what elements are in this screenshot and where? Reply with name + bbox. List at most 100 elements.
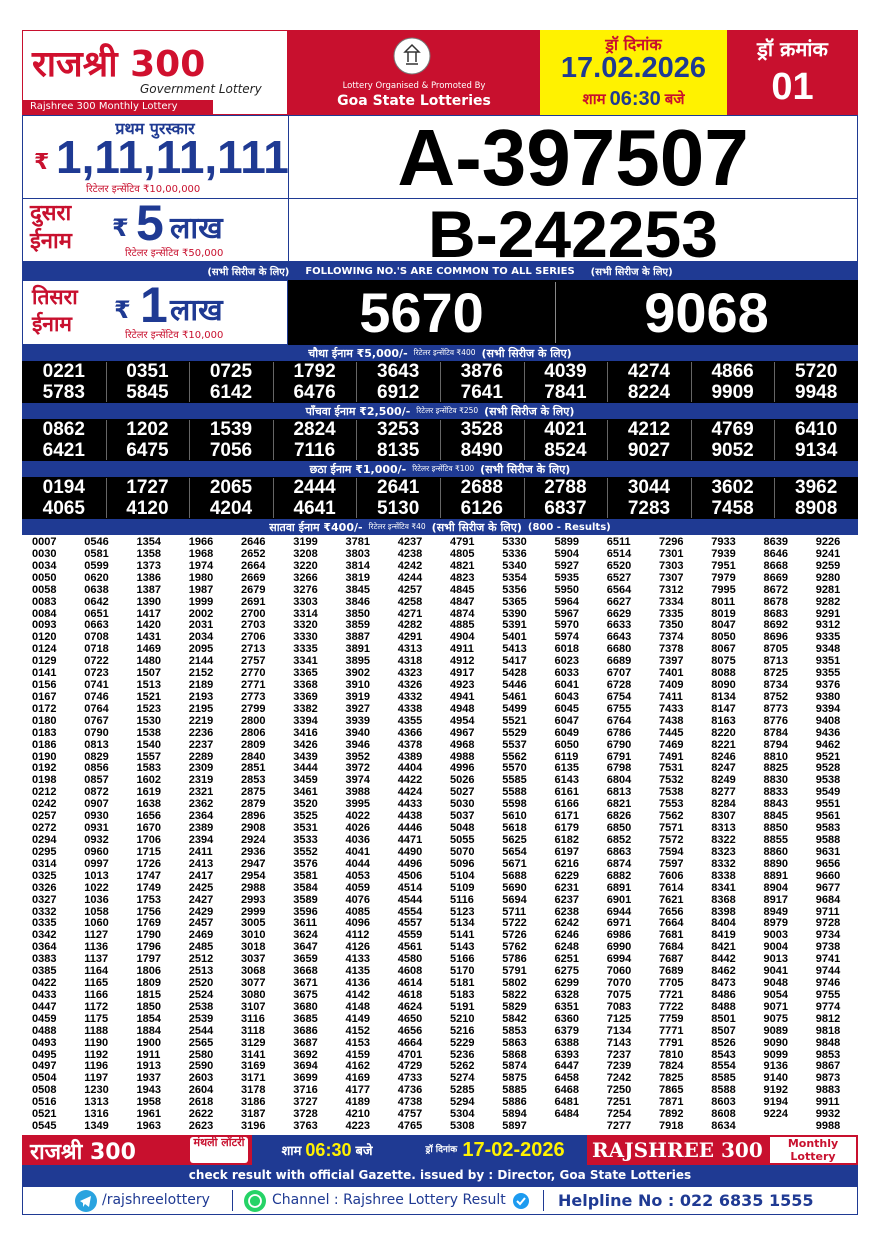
prize-number: 1727 bbox=[126, 477, 169, 498]
seventh-number: 5625 bbox=[502, 834, 527, 846]
prize-number: 6837 bbox=[544, 498, 587, 519]
seventh-number: 0907 bbox=[84, 798, 109, 811]
prize-number: 6126 bbox=[460, 498, 503, 519]
seventh-number: 6135 bbox=[554, 762, 579, 775]
seventh-number: 9734 bbox=[815, 929, 841, 942]
seventh-number: 7681 bbox=[659, 929, 684, 942]
seventh-number: 3368 bbox=[293, 679, 318, 692]
seventh-number: 7824 bbox=[659, 1060, 684, 1073]
seventh-number: 4845 bbox=[450, 583, 475, 596]
seventh-number: 6481 bbox=[554, 1096, 579, 1109]
seventh-number: 6179 bbox=[554, 822, 579, 835]
seventh-number: 8421 bbox=[711, 941, 736, 954]
seventh-number: 3394 bbox=[293, 714, 318, 727]
seventh-number: 4948 bbox=[450, 702, 475, 715]
seventh-number: 0504 bbox=[32, 1072, 57, 1085]
prize-number: 0194 bbox=[42, 477, 85, 498]
seventh-number: 6514 bbox=[606, 547, 632, 560]
seventh-number: 3533 bbox=[293, 834, 318, 846]
seventh-number: 3716 bbox=[293, 1084, 318, 1097]
second-amount: 5 bbox=[136, 195, 164, 251]
seventh-number: 3320 bbox=[293, 619, 318, 632]
seventh-number: 5885 bbox=[502, 1084, 527, 1097]
seventh-number: 0093 bbox=[32, 619, 57, 632]
first-amount: 1,11,11,111 bbox=[56, 131, 289, 183]
seventh-number: 8639 bbox=[763, 536, 788, 548]
seventh-number: 8773 bbox=[763, 702, 788, 715]
seventh-number: 2512 bbox=[188, 953, 214, 966]
seventh-number: 6564 bbox=[606, 583, 632, 596]
seventh-number: 6944 bbox=[606, 905, 632, 918]
seventh-number: 8543 bbox=[711, 1048, 736, 1061]
seventh-number: 5671 bbox=[502, 857, 527, 870]
seventh-number: 8843 bbox=[763, 798, 788, 811]
prize-number: 6142 bbox=[209, 382, 253, 403]
prize-number: 1792 bbox=[293, 361, 336, 382]
seventh-number: 5391 bbox=[502, 619, 527, 632]
seventh-number: 0192 bbox=[32, 762, 57, 775]
seventh-number: 5588 bbox=[502, 786, 527, 799]
seventh-number: 0508 bbox=[32, 1084, 57, 1097]
seventh-number: 8891 bbox=[763, 869, 788, 882]
prize-number: 2641 bbox=[377, 477, 420, 498]
seventh-number: 7538 bbox=[659, 786, 684, 799]
seventh-number: 9071 bbox=[763, 1000, 788, 1013]
seventh-number: 4446 bbox=[397, 822, 423, 835]
seventh-number: 5694 bbox=[502, 893, 527, 906]
seventh-number: 9932 bbox=[815, 1108, 841, 1121]
seventh-number: 3895 bbox=[345, 655, 370, 668]
seventh-number: 0447 bbox=[32, 1000, 57, 1013]
seventh-number: 1884 bbox=[136, 1024, 161, 1037]
seventh-number: 1900 bbox=[136, 1036, 161, 1049]
seventh-number: 9376 bbox=[815, 679, 841, 692]
seventh-number: 2664 bbox=[241, 559, 266, 572]
seventh-number: 1769 bbox=[136, 917, 161, 930]
third-label: तिसरा ईनाम bbox=[32, 285, 78, 336]
seventh-number: 1809 bbox=[136, 977, 161, 990]
prize-number: 3044 bbox=[627, 477, 671, 498]
prize-title: पाँचवा ईनाम ₹2,500/- bbox=[305, 404, 411, 418]
seventh-number: 3988 bbox=[345, 786, 370, 799]
seventh-number: 9744 bbox=[815, 965, 841, 978]
seventh-number: 1358 bbox=[136, 547, 161, 560]
seventh-number: 3675 bbox=[293, 988, 318, 1001]
seventh-number: 5598 bbox=[502, 798, 527, 811]
seventh-number: 9351 bbox=[815, 655, 841, 668]
seventh-number: 7687 bbox=[659, 953, 684, 966]
seventh-number: 3952 bbox=[345, 750, 370, 763]
seventh-number: 9013 bbox=[763, 953, 788, 966]
seventh-number: 7070 bbox=[606, 977, 632, 990]
third-number: 9068 bbox=[644, 281, 769, 344]
seventh-number: 2520 bbox=[188, 977, 214, 990]
seventh-number: 5886 bbox=[502, 1096, 527, 1109]
seventh-number: 3208 bbox=[293, 547, 318, 560]
seventh-number: 7125 bbox=[606, 1012, 632, 1025]
seventh-number: 1013 bbox=[84, 869, 109, 882]
seventh-number: 7621 bbox=[659, 893, 684, 906]
seventh-number: 5365 bbox=[502, 595, 527, 608]
time-suffix: बजे bbox=[355, 1144, 373, 1159]
seventh-number: 4514 bbox=[397, 881, 423, 894]
seventh-number: 2623 bbox=[188, 1120, 214, 1133]
seventh-number: 9282 bbox=[815, 595, 841, 608]
prize-title: सातवा ईनाम ₹400/- bbox=[269, 520, 363, 534]
seventh-number: 4389 bbox=[397, 750, 423, 763]
seventh-number: 2993 bbox=[241, 893, 266, 906]
seventh-number: 0124 bbox=[32, 643, 57, 656]
seventh-number: 5170 bbox=[450, 965, 475, 978]
seventh-number: 5899 bbox=[554, 536, 579, 548]
currency: ₹ bbox=[112, 214, 129, 242]
seventh-number: 4162 bbox=[345, 1060, 370, 1073]
seventh-number: 9355 bbox=[815, 667, 841, 680]
column-rule bbox=[607, 420, 609, 460]
draw-time: शाम 06:30 बजे bbox=[540, 87, 727, 111]
seventh-number: 1060 bbox=[84, 917, 109, 930]
seventh-number: 2757 bbox=[241, 655, 266, 668]
seventh-number: 3850 bbox=[345, 607, 370, 620]
seventh-number: 3668 bbox=[293, 965, 318, 978]
currency: ₹ bbox=[114, 296, 131, 324]
notice-band bbox=[22, 1165, 858, 1186]
seventh-number: 3186 bbox=[241, 1096, 266, 1109]
seventh-number: 3919 bbox=[345, 690, 370, 703]
seventh-number: 1175 bbox=[84, 1012, 109, 1025]
